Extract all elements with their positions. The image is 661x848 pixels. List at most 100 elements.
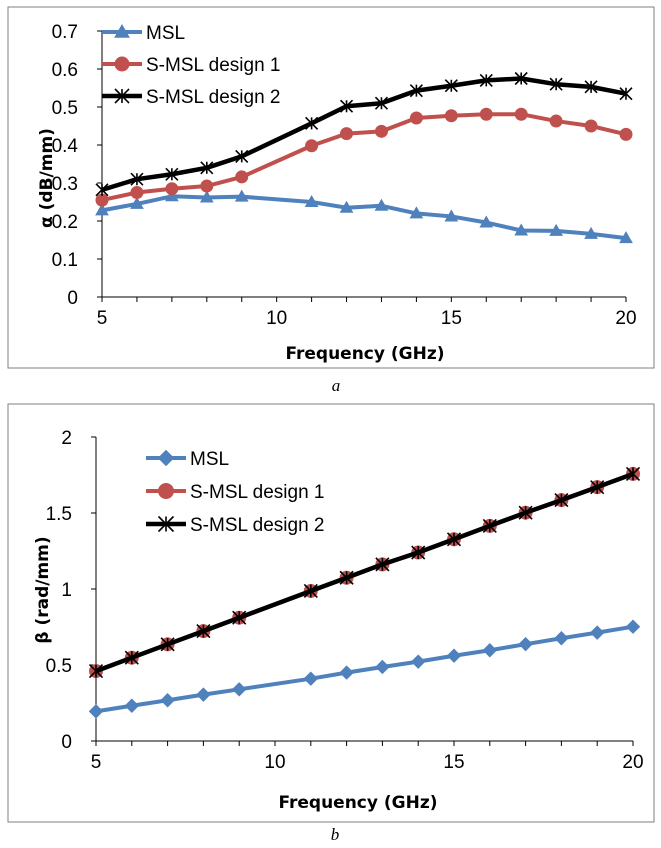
data-point xyxy=(375,557,390,572)
legend-label: MSL xyxy=(190,449,229,470)
y-axis-title: α (dB/mm) xyxy=(37,128,57,228)
data-point xyxy=(479,107,493,121)
legend-marker xyxy=(158,483,174,499)
data-point xyxy=(339,570,354,585)
x-axis-title: Frequency (GHz) xyxy=(285,344,444,364)
data-point xyxy=(196,624,211,639)
data-point xyxy=(554,631,569,646)
data-point xyxy=(160,693,175,708)
data-point xyxy=(303,583,318,599)
data-point xyxy=(446,648,462,663)
data-point xyxy=(200,161,214,175)
data-point xyxy=(95,183,109,197)
data-point xyxy=(95,193,109,207)
data-point xyxy=(88,704,104,719)
y-tick-label: 0.5 xyxy=(52,98,78,119)
data-point xyxy=(518,505,533,520)
data-point xyxy=(130,196,144,209)
series-msl xyxy=(88,619,641,719)
data-point xyxy=(374,198,389,211)
data-point xyxy=(444,109,458,123)
x-tick-label: 10 xyxy=(264,752,285,773)
data-point xyxy=(584,80,598,94)
data-point xyxy=(549,114,563,128)
data-point xyxy=(160,637,175,652)
y-tick-label: 0.7 xyxy=(52,22,78,43)
data-point xyxy=(305,139,319,153)
data-point xyxy=(303,671,319,686)
x-tick-label: 5 xyxy=(97,308,108,329)
x-tick-label: 5 xyxy=(91,752,102,773)
data-point xyxy=(304,194,319,207)
series-s-msl-design-2 xyxy=(95,71,633,197)
data-point xyxy=(305,116,319,130)
legend-marker xyxy=(114,88,130,104)
data-point xyxy=(409,84,423,98)
data-point xyxy=(549,223,563,236)
data-point xyxy=(95,203,109,216)
y-tick-label: 0.3 xyxy=(52,174,78,195)
y-tick-label: 0.1 xyxy=(52,250,78,271)
data-point xyxy=(518,636,533,652)
series-s-msl-design-1 xyxy=(95,107,633,207)
x-tick-label: 20 xyxy=(622,752,643,773)
y-axis-title: β (rad/mm) xyxy=(33,536,53,643)
data-point xyxy=(625,619,641,634)
y-tick-label: 0.4 xyxy=(52,136,79,157)
data-point xyxy=(374,124,388,138)
data-point xyxy=(590,480,605,495)
chart-panel-a: 0 0.1 0.2 0.3 0.4 0.5 0.6 0.7 5 10 15 20 MSL S-MSL de… xyxy=(7,6,655,395)
data-point xyxy=(549,77,563,91)
legend-label: S-MSL design 1 xyxy=(146,55,280,76)
data-point xyxy=(589,625,605,640)
figure-caption: b xyxy=(331,825,340,844)
legend: MSL S-MSL design 1 S-MSL design 2 xyxy=(102,23,280,108)
x-axis-title: Frequency (GHz) xyxy=(278,793,437,813)
data-point xyxy=(625,466,641,482)
figure-caption: a xyxy=(332,376,341,395)
data-point xyxy=(375,659,390,675)
data-point xyxy=(234,189,249,202)
y-tick-label: 0.2 xyxy=(52,212,78,233)
data-point xyxy=(130,186,144,199)
data-point xyxy=(231,682,247,697)
data-point xyxy=(196,687,211,702)
data-point xyxy=(619,231,633,244)
legend-marker xyxy=(114,23,130,38)
x-tick-label: 15 xyxy=(441,308,462,329)
legend: MSL S-MSL design 1 S-MSL design 2 xyxy=(146,449,324,536)
legend-label: S-MSL design 2 xyxy=(146,87,280,108)
data-point xyxy=(514,71,528,86)
data-point xyxy=(619,127,633,141)
data-point xyxy=(446,532,462,547)
chart-marks: 0 0.1 0.2 0.3 0.4 0.5 0.6 0.7 5 10 15 20 MSL S-MSL de… xyxy=(52,22,637,329)
data-point xyxy=(165,189,179,202)
data-point xyxy=(409,206,424,219)
data-point xyxy=(199,190,214,203)
chart-frame xyxy=(7,403,655,823)
legend-marker xyxy=(114,56,130,72)
data-point xyxy=(479,73,493,87)
data-point xyxy=(444,209,459,222)
y-tick-label: 0 xyxy=(67,288,78,309)
chart-panel-b: 0 0.5 1 1.5 2 5 10 15 20 MSL S-MSL design 1 S-MSL d… xyxy=(7,403,655,844)
y-tick-label: 1.5 xyxy=(46,504,72,525)
data-point xyxy=(409,111,423,125)
data-point xyxy=(124,650,139,665)
data-point xyxy=(482,518,497,533)
data-point xyxy=(130,172,144,186)
data-point xyxy=(339,200,354,213)
legend-label: S-MSL design 2 xyxy=(190,515,324,536)
x-tick-label: 20 xyxy=(615,308,636,329)
y-tick-label: 0 xyxy=(61,732,72,753)
x-tick-label: 15 xyxy=(443,752,464,773)
y-tick-label: 1 xyxy=(61,580,72,601)
data-point xyxy=(584,119,598,133)
y-tick-label: 0.5 xyxy=(46,656,72,677)
data-point xyxy=(235,170,249,184)
chart-marks: 0 0.5 1 1.5 2 5 10 15 20 MSL S-MSL design 1 S-MSL d… xyxy=(46,428,644,773)
data-point xyxy=(410,654,426,669)
x-tick-label: 10 xyxy=(266,308,287,329)
series-s-msl-design-2 xyxy=(88,466,641,679)
data-point xyxy=(479,215,494,228)
